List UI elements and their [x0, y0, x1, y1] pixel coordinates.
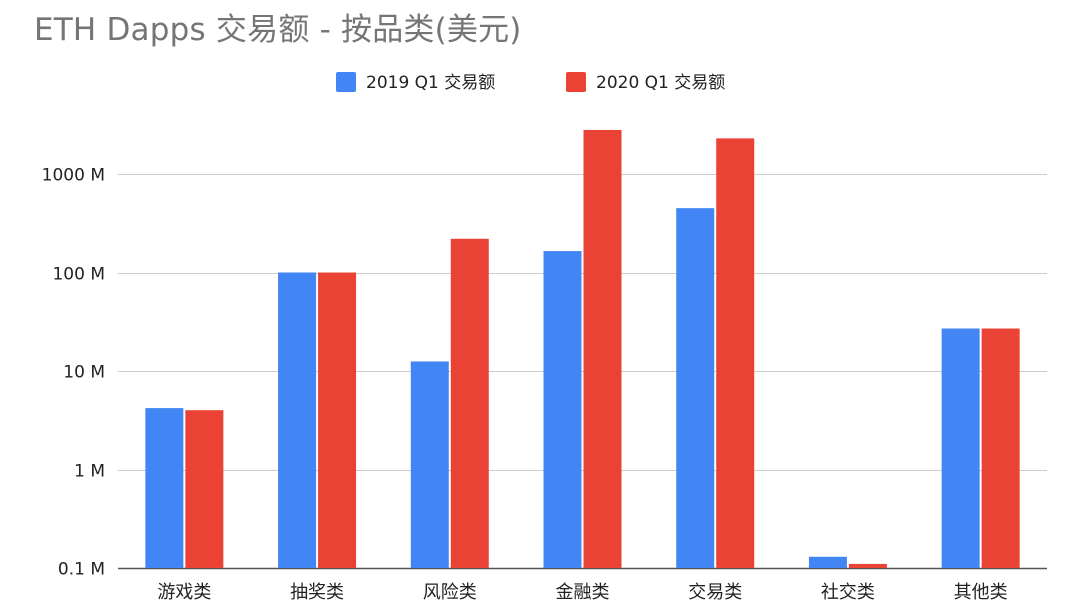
bar-series2 — [583, 129, 622, 568]
y-tick-label: 100 M — [52, 265, 105, 285]
legend-label: 2019 Q1 交易额 — [366, 73, 495, 93]
bar-series2 — [981, 328, 1020, 568]
x-tick-label: 交易类 — [688, 582, 742, 603]
x-tick-label: 社交类 — [821, 582, 875, 603]
x-tick-label: 其他类 — [954, 582, 1008, 603]
bar-series1 — [278, 272, 317, 568]
legend: 2019 Q1 交易额 2020 Q1 交易额 — [336, 72, 725, 93]
bar-series2 — [848, 563, 887, 568]
x-tick-label: 抽奖类 — [290, 582, 344, 603]
y-tick-label: 1 M — [74, 462, 105, 482]
y-tick-label: 1000 M — [42, 166, 105, 186]
legend-swatch — [336, 72, 356, 92]
legend-label: 2020 Q1 交易额 — [596, 73, 725, 93]
bar-series1 — [808, 556, 847, 568]
bar-series2 — [185, 410, 224, 568]
chart-title: ETH Dapps 交易额 - 按品类(美元) — [34, 12, 522, 48]
x-tick-label: 金融类 — [556, 582, 610, 603]
bar-series1 — [410, 361, 449, 568]
x-tick-label: 游戏类 — [157, 582, 211, 603]
legend-swatch — [566, 72, 586, 92]
bar-series1 — [941, 328, 980, 568]
x-tick-label: 风险类 — [423, 582, 477, 603]
grid-lines — [118, 174, 1047, 570]
x-axis-ticks: 游戏类 抽奖类 风险类 金融类 交易类 社交类 其他类 — [157, 582, 1007, 603]
bar-series2 — [450, 238, 489, 568]
bar-series1 — [543, 251, 582, 569]
bars — [145, 129, 1020, 569]
bar-series2 — [318, 272, 357, 568]
y-tick-label: 10 M — [63, 363, 105, 383]
bar-series1 — [145, 408, 184, 568]
bar-series1 — [676, 208, 715, 568]
bar-series2 — [716, 138, 755, 568]
y-tick-label: 0.1 M — [58, 560, 105, 580]
y-axis-ticks: 0.1 M 1 M 10 M 100 M 1000 M — [42, 166, 105, 580]
